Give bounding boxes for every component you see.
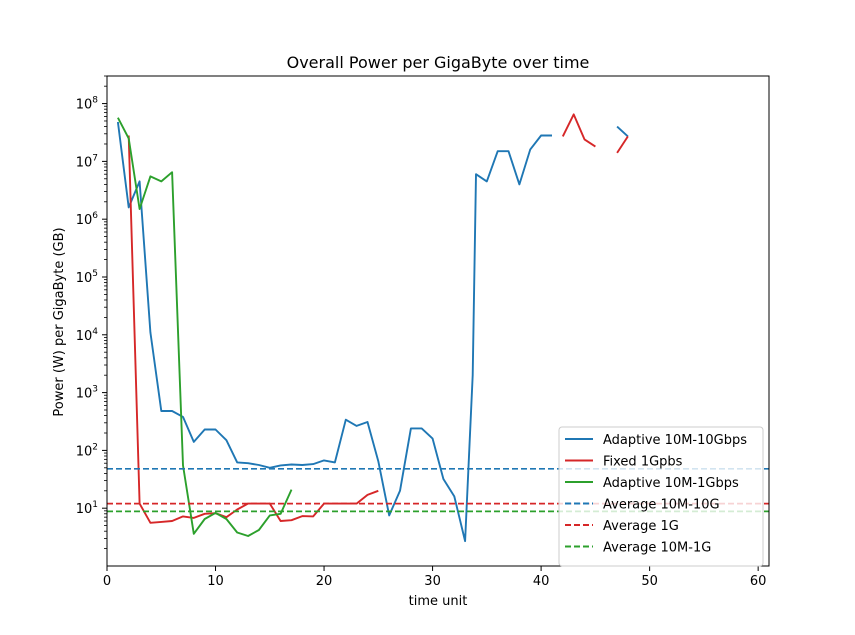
y-axis-label: Power (W) per GigaByte (GB) <box>52 227 67 416</box>
legend-box <box>558 426 764 567</box>
legend-label-adaptive-10m-1gbps: Adaptive 10M-1Gbps <box>603 476 739 491</box>
x-tick-label: 30 <box>424 574 441 589</box>
series-line-adaptive-10m-10gbps-segment-2 <box>616 125 629 138</box>
series-line-adaptive-10m-10gbps-segment-1 <box>116 121 552 543</box>
x-tick-label: 50 <box>641 574 658 589</box>
series-line-adaptive-10m-1gbps-segment-1 <box>117 117 293 537</box>
y-tick-label: 105 <box>76 269 98 286</box>
y-tick-label: 107 <box>76 153 98 170</box>
series-line-fixed-1gpbs-segment-2 <box>561 113 596 148</box>
x-tick-label: 20 <box>316 574 333 589</box>
legend: Adaptive 10M-10Gbps Fixed 1Gpbs Adaptive 1… <box>558 426 764 567</box>
y-tick-label: 103 <box>76 385 98 402</box>
axes: 0 10 20 30 40 50 60 101 102 103 104 105 106 107 108 <box>76 75 770 589</box>
legend-label-adaptive-10m-10gbps: Adaptive 10M-10Gbps <box>603 433 747 448</box>
legend-label-fixed-1gpbs: Fixed 1Gpbs <box>603 455 683 470</box>
x-tick-label: 10 <box>207 574 224 589</box>
x-tick-label: 60 <box>750 574 767 589</box>
chart-title: Overall Power per GigaByte over time <box>287 53 590 72</box>
series-line-fixed-1gpbs-segment-3 <box>616 135 629 154</box>
legend-label-average-1g: Average 1G <box>603 519 679 534</box>
y-tick-label: 108 <box>76 96 99 113</box>
x-tick-label: 0 <box>103 574 111 589</box>
y-tick-label: 102 <box>76 442 98 459</box>
legend-label-average-10m-1g: Average 10M-1G <box>603 541 711 556</box>
legend-label-average-10m-10g: Average 10M-10G <box>603 498 720 513</box>
y-tick-label: 104 <box>76 327 99 344</box>
y-tick-label: 106 <box>76 211 99 228</box>
plot-frame <box>106 75 770 567</box>
x-axis-label: time unit <box>409 594 468 609</box>
y-tick-label: 101 <box>76 500 98 517</box>
x-tick-label: 40 <box>533 574 550 589</box>
